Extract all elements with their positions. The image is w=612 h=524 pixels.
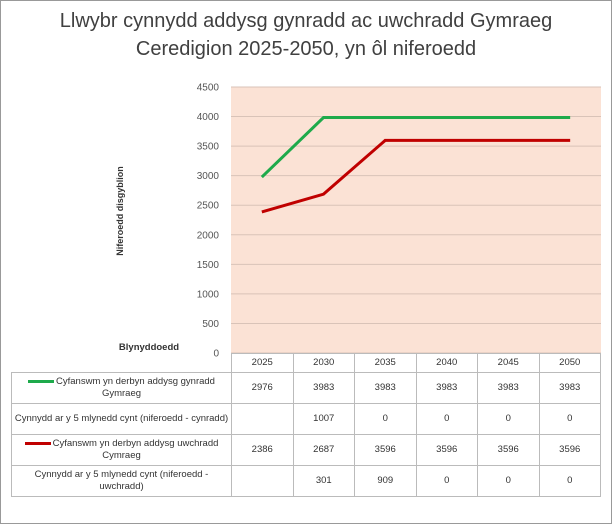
table-cell: 2386 xyxy=(231,434,294,466)
legend-swatch xyxy=(24,441,51,445)
table-cell: 1007 xyxy=(292,403,355,435)
table-cell: 3983 xyxy=(292,372,355,404)
table-cell: 0 xyxy=(477,465,540,497)
y-tick-label: 2500 xyxy=(197,201,220,212)
table-cell: 3983 xyxy=(477,372,540,404)
table-cell: 2976 xyxy=(231,372,294,404)
table-cell: 0 xyxy=(538,403,601,435)
table-row: Cyfanswm yn derbyn addysg uwchradd Cymra… xyxy=(11,434,601,466)
legend-label: Cyfanswm yn derbyn addysg gynradd Gymrae… xyxy=(56,376,215,399)
y-tick-label: 4000 xyxy=(197,112,220,123)
y-tick-label: 3000 xyxy=(197,171,220,182)
series-line xyxy=(260,116,571,179)
row-label: Cynnydd ar y 5 mlynedd cynt (niferoedd -… xyxy=(14,413,229,424)
table-cell xyxy=(231,403,294,435)
x-tick-label: 2035 xyxy=(354,353,417,373)
table-row: Cyfanswm yn derbyn addysg gynradd Gymrae… xyxy=(11,372,601,404)
legend-swatch xyxy=(28,379,55,383)
header-row: 2025 2030 2035 2040 2045 2050 xyxy=(12,353,601,373)
row-header: Cyfanswm yn derbyn addysg uwchradd Cymra… xyxy=(11,434,232,466)
table-cell: 0 xyxy=(354,403,417,435)
blank-cell xyxy=(12,354,232,373)
legend-label: Cyfanswm yn derbyn addysg uwchradd Cymra… xyxy=(52,438,219,461)
plot-area xyxy=(231,87,601,353)
x-tick-label: 2050 xyxy=(538,353,601,373)
row-header: Cynnydd ar y 5 mlynedd cynt (niferoedd -… xyxy=(11,465,232,497)
y-tick-label: 4500 xyxy=(197,83,220,94)
table-cell: 909 xyxy=(354,465,417,497)
table-cell: 301 xyxy=(292,465,355,497)
table-cell: 3983 xyxy=(538,372,601,404)
data-table: 2025 2030 2035 2040 2045 2050 Cyfanswm yn derb… xyxy=(11,353,601,497)
table-cell: 3596 xyxy=(354,434,417,466)
x-tick-label: 2025 xyxy=(231,353,294,373)
row-header: Cynnydd ar y 5 mlynedd cynt (niferoedd -… xyxy=(11,403,232,435)
x-tick-label: 2040 xyxy=(415,353,478,373)
table-cell: 3596 xyxy=(538,434,601,466)
table-cell: 0 xyxy=(415,403,478,435)
title-box: Llwybr cynnydd addysg gynradd ac uwchrad… xyxy=(59,10,553,60)
x-axis-label: Blynyddoedd xyxy=(119,342,179,353)
table-row: Cynnydd ar y 5 mlynedd cynt (niferoedd -… xyxy=(11,403,601,435)
table-cell: 3983 xyxy=(354,372,417,404)
row-header: Cyfanswm yn derbyn addysg gynradd Gymrae… xyxy=(11,372,232,404)
chart-title: Llwybr cynnydd addysg gynradd ac uwchrad… xyxy=(59,10,553,60)
y-tick-label: 3500 xyxy=(197,142,220,153)
table-cell: 3596 xyxy=(415,434,478,466)
y-tick-label: 0 xyxy=(213,349,219,360)
table-cell: 3596 xyxy=(477,434,540,466)
y-axis-label: Niferoedd disgyblion xyxy=(115,166,125,256)
y-tick-label: 500 xyxy=(202,319,219,330)
table-cell: 2687 xyxy=(292,434,355,466)
y-tick-label: 2000 xyxy=(197,230,220,241)
row-label: Cynnydd ar y 5 mlynedd cynt (niferoedd -… xyxy=(34,469,209,492)
series-line xyxy=(261,138,571,214)
table-cell: 0 xyxy=(538,465,601,497)
table-cell: 0 xyxy=(477,403,540,435)
table-cell: 0 xyxy=(415,465,478,497)
table-row: Cynnydd ar y 5 mlynedd cynt (niferoedd -… xyxy=(11,465,601,497)
x-tick-label: 2030 xyxy=(292,353,355,373)
table-cell xyxy=(231,465,294,497)
table-cell: 3983 xyxy=(415,372,478,404)
y-tick-label: 1500 xyxy=(197,260,220,271)
x-tick-label: 2045 xyxy=(477,353,540,373)
y-tick-label: 1000 xyxy=(197,289,220,300)
